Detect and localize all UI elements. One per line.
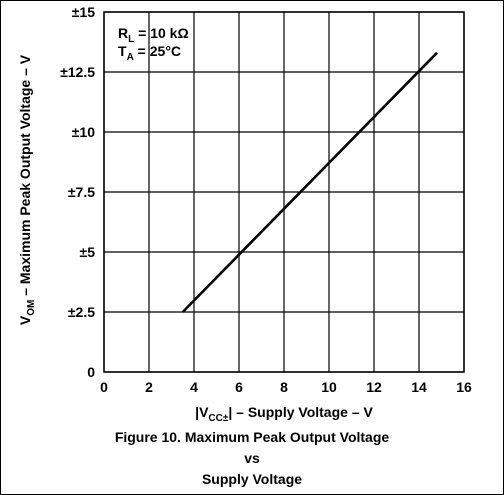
figure-title: Figure 10. Maximum Peak Output Voltage [114,429,390,445]
x-tick-label-4: 8 [280,379,288,395]
ta-annotation: TA = 25°C [118,43,181,63]
x-tick-label-7: 14 [411,379,427,395]
x-tick-label-5: 10 [321,379,337,395]
series-layer [181,51,438,313]
y-tick-label-2: ±5 [80,244,96,260]
x-axis-label: |VCC±| – Supply Voltage – V [195,404,373,424]
y-tick-label-6: ±15 [72,4,95,20]
x-tick-labels: 0 2 4 6 8 10 12 14 16 [100,379,472,395]
x-tick-label-2: 4 [190,379,198,395]
x-tick-label-8: 16 [456,379,472,395]
chart-plot: 0 2 4 6 8 10 12 14 16 0 ±2.5 ±5 ±7.5 ±10 ±12.5 ±15 RL … [60,4,472,395]
x-tick-label-1: 2 [145,379,153,395]
conditions-annotation: RL = 10 kΩ TA = 25°C [118,25,189,63]
y-tick-label-4: ±10 [72,124,95,140]
rl-annotation: RL = 10 kΩ [118,25,189,45]
x-tick-label-3: 6 [235,379,243,395]
x-tick-label-6: 12 [366,379,382,395]
figure-title-line2: vs [244,450,260,466]
series-line-0 [181,51,438,313]
grid [103,11,465,373]
figure-title-line3: Supply Voltage [201,471,303,487]
y-axis-label: VOM – Maximum Peak Output Voltage – V [17,54,37,326]
x-tick-label-0: 0 [100,379,108,395]
y-tick-label-3: ±7.5 [68,184,95,200]
y-tick-labels: 0 ±2.5 ±5 ±7.5 ±10 ±12.5 ±15 [60,4,95,380]
y-tick-label-5: ±12.5 [60,64,95,80]
y-tick-label-1: ±2.5 [68,304,95,320]
plot-border [103,11,465,373]
y-tick-label-0: 0 [87,364,95,380]
